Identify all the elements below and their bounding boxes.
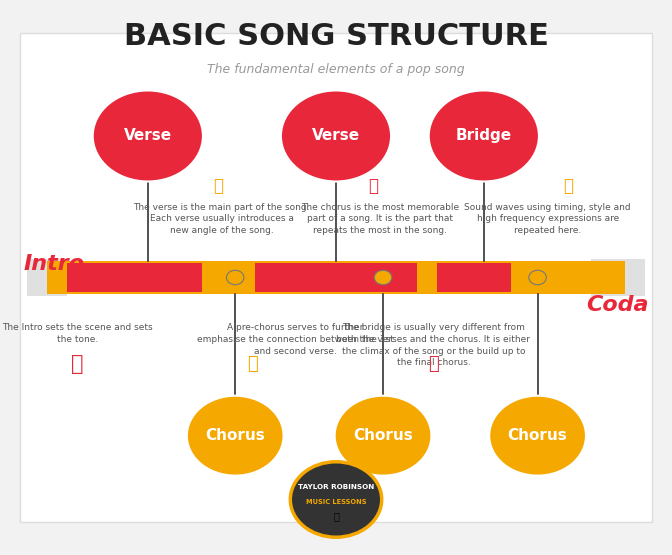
Text: MUSIC LESSONS: MUSIC LESSONS: [306, 500, 366, 505]
FancyBboxPatch shape: [27, 259, 67, 296]
FancyBboxPatch shape: [47, 261, 625, 294]
FancyBboxPatch shape: [437, 263, 511, 292]
Text: 🎵: 🎵: [563, 177, 573, 195]
Circle shape: [335, 396, 431, 476]
Circle shape: [489, 396, 586, 476]
Text: Chorus: Chorus: [508, 428, 567, 443]
Text: The verse is the main part of the song.
Each verse usually introduces a
new angl: The verse is the main part of the song. …: [134, 203, 310, 235]
Text: Verse: Verse: [124, 128, 172, 144]
Circle shape: [374, 270, 392, 285]
Text: Chorus: Chorus: [353, 428, 413, 443]
Text: 🎵: 🎵: [333, 511, 339, 521]
Circle shape: [429, 90, 539, 181]
Text: Sound waves using timing, style and
high frequency expressions are
repeated here: Sound waves using timing, style and high…: [464, 203, 631, 235]
Text: 🎤: 🎤: [214, 177, 223, 195]
Circle shape: [187, 396, 284, 476]
Circle shape: [281, 90, 391, 181]
Text: 🎧: 🎧: [71, 354, 83, 374]
FancyBboxPatch shape: [67, 263, 202, 292]
Text: TAYLOR ROBINSON: TAYLOR ROBINSON: [298, 485, 374, 490]
FancyBboxPatch shape: [591, 259, 645, 296]
Text: Coda: Coda: [586, 295, 648, 315]
Text: The bridge is usually very different from
both the verses and the chorus. It is : The bridge is usually very different fro…: [337, 323, 530, 367]
Text: 🎼: 🎼: [368, 177, 378, 195]
Text: 🎵: 🎵: [247, 355, 257, 372]
Circle shape: [226, 270, 244, 285]
Circle shape: [93, 90, 203, 181]
Text: 🎵: 🎵: [428, 355, 439, 372]
FancyBboxPatch shape: [255, 263, 417, 292]
Text: A pre-chorus serves to further
emphasise the connection between the 1st
and seco: A pre-chorus serves to further emphasise…: [198, 323, 394, 356]
Text: The chorus is the most memorable
part of a song. It is the part that
repeats the: The chorus is the most memorable part of…: [300, 203, 459, 235]
Text: Chorus: Chorus: [206, 428, 265, 443]
Text: Verse: Verse: [312, 128, 360, 144]
Text: The Intro sets the scene and sets
the tone.: The Intro sets the scene and sets the to…: [2, 323, 153, 344]
Circle shape: [290, 462, 382, 537]
Text: The fundamental elements of a pop song: The fundamental elements of a pop song: [207, 63, 465, 76]
Circle shape: [529, 270, 546, 285]
FancyBboxPatch shape: [20, 33, 652, 522]
Text: Intro: Intro: [24, 254, 85, 274]
Text: BASIC SONG STRUCTURE: BASIC SONG STRUCTURE: [124, 22, 548, 51]
Text: Bridge: Bridge: [456, 128, 512, 144]
